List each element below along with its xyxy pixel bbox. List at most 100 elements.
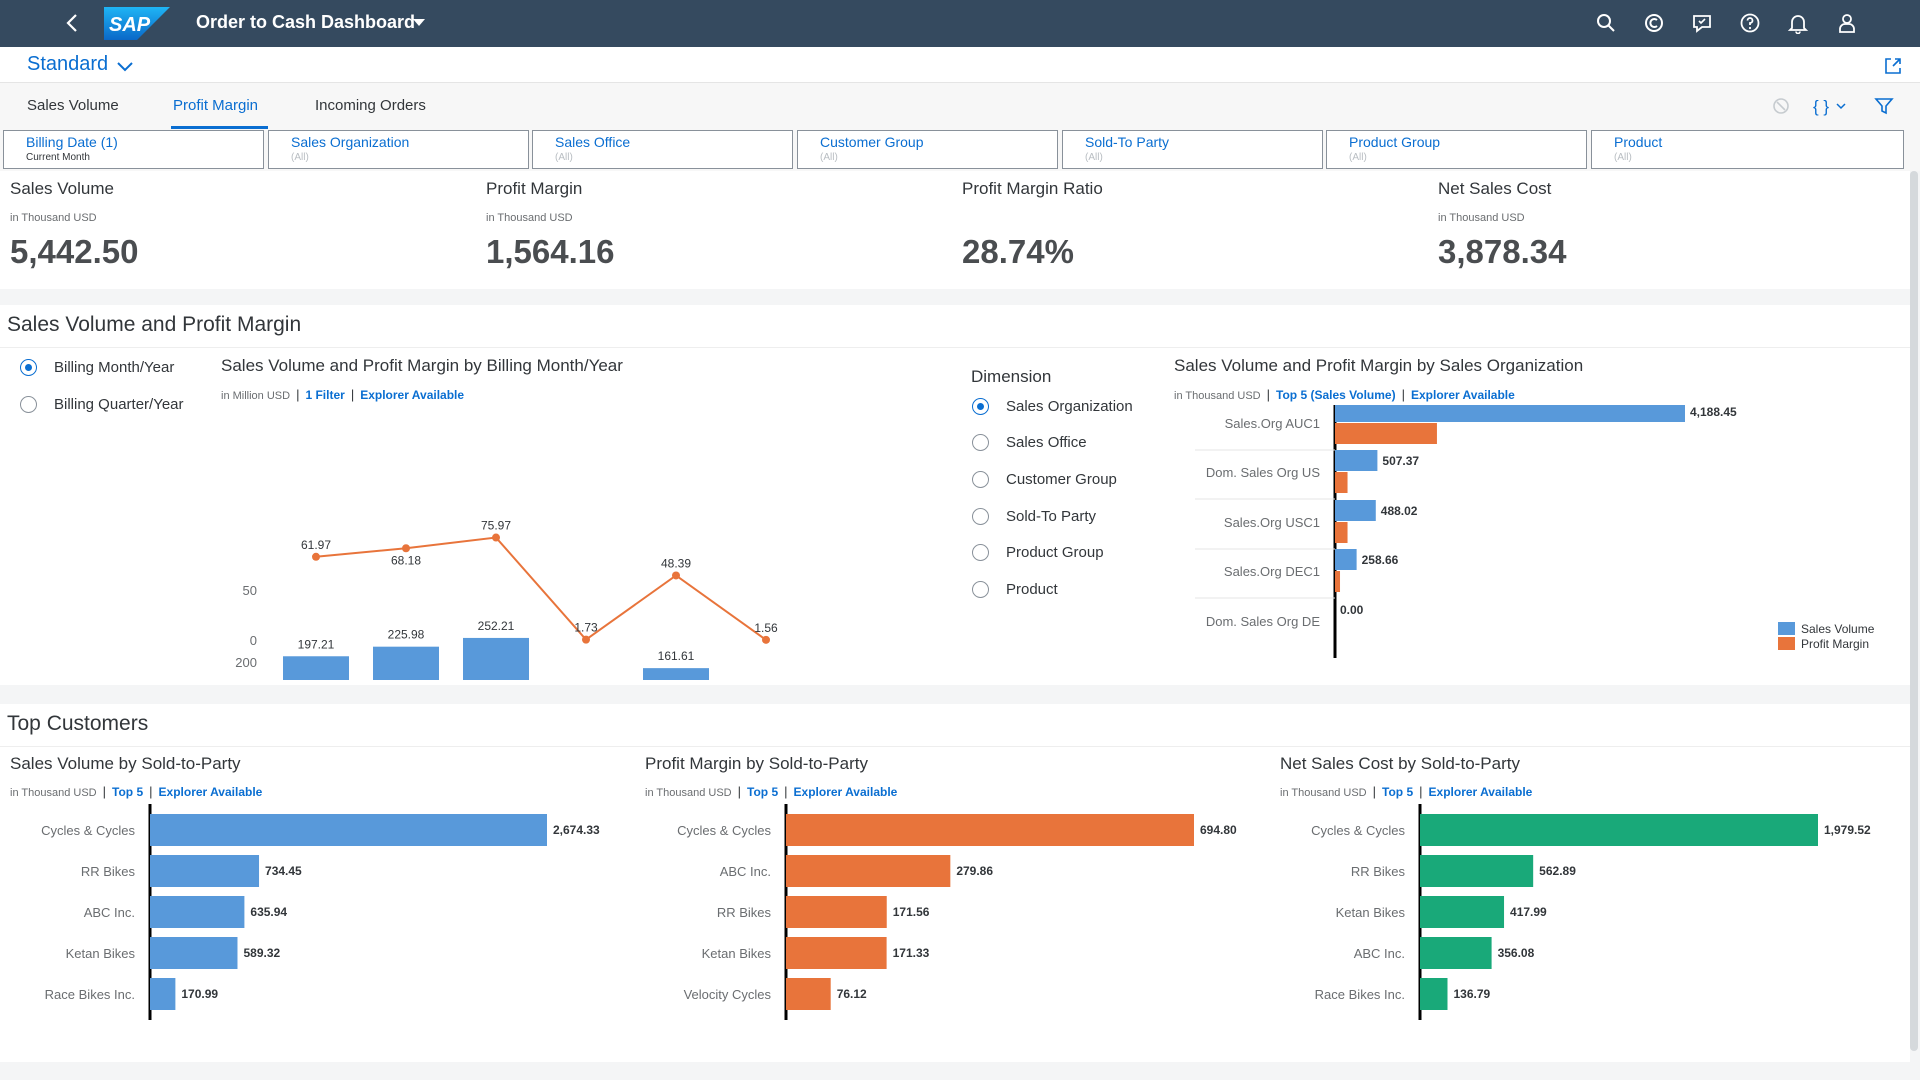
radio-button[interactable]: [972, 581, 989, 598]
filter-icon[interactable]: [1874, 96, 1894, 116]
radio-button[interactable]: [972, 544, 989, 561]
tab-profit-margin[interactable]: Profit Margin: [173, 97, 259, 114]
filter-product-group[interactable]: Product Group (All): [1326, 130, 1587, 169]
filter-customer-group[interactable]: Customer Group (All): [797, 130, 1058, 169]
unit-label: in Thousand USD: [645, 787, 732, 799]
y-tick-label: Cycles & Cycles: [677, 823, 771, 838]
filter-sales-organization[interactable]: Sales Organization (All): [268, 130, 529, 169]
variant-name[interactable]: Standard: [27, 53, 109, 75]
tab-sales-volume[interactable]: Sales Volume: [27, 97, 119, 114]
filter-sales-office[interactable]: Sales Office (All): [532, 130, 793, 169]
explorer-link[interactable]: Explorer Available: [793, 785, 898, 799]
title-dropdown-icon[interactable]: [413, 19, 425, 27]
bar-data-label: 562.89: [1539, 864, 1576, 878]
bar-data-label: 356.08: [1498, 946, 1535, 960]
top5-link[interactable]: Top 5: [112, 785, 144, 799]
chart-sales-volume-by-sold-to-party[interactable]: Cycles & Cycles 2,674.33 RR Bikes 734.45 ABC…: [0, 804, 630, 1059]
radio-billing-month-year[interactable]: Billing Month/Year: [20, 359, 174, 376]
explorer-link[interactable]: Explorer Available: [158, 785, 263, 799]
y-tick-label: Cycles & Cycles: [41, 823, 135, 838]
filter-value: (All): [820, 152, 838, 163]
radio-button[interactable]: [972, 398, 989, 415]
radio-button[interactable]: [972, 508, 989, 525]
kpi-unit: in Thousand USD: [1438, 212, 1525, 224]
bar-data-label: 161.61: [658, 649, 695, 663]
chart-title: Sales Volume and Profit Margin by Billin…: [221, 356, 623, 375]
tab-bar: Sales Volume Profit Margin Incoming Orde…: [0, 83, 1920, 129]
radio-label: Product: [1006, 581, 1058, 598]
radio-dim-sales-organization[interactable]: Sales Organization: [972, 398, 1133, 415]
y-tick-label: Ketan Bikes: [66, 946, 136, 961]
chart-profit-margin-by-sold-to-party[interactable]: Cycles & Cycles 694.80 ABC Inc. 279.86 RR Bi…: [635, 804, 1265, 1059]
top5-link[interactable]: Top 5: [1382, 785, 1414, 799]
radio-dim-product-group[interactable]: Product Group: [972, 544, 1104, 561]
vertical-scrollbar[interactable]: [1910, 171, 1918, 1051]
line-point-profit-margin: [582, 635, 590, 644]
top5-link[interactable]: Top 5 (Sales Volume): [1276, 388, 1396, 402]
bar: [1420, 978, 1448, 1010]
y-tick-label: Sales.Org DEC1: [1224, 564, 1320, 579]
radio-label: Billing Quarter/Year: [54, 396, 184, 413]
bar-data-label: 1,979.52: [1824, 823, 1871, 837]
radio-dim-customer-group[interactable]: Customer Group: [972, 471, 1117, 488]
filter-value: (All): [1085, 152, 1103, 163]
kpi-value: 3,878.34: [1438, 233, 1567, 270]
bar-axis-tick: 200: [235, 655, 257, 670]
search-icon[interactable]: [1595, 12, 1617, 34]
clear-filter-icon[interactable]: [1771, 96, 1791, 116]
filter-product[interactable]: Product (All): [1591, 130, 1904, 169]
radio-dim-sales-office[interactable]: Sales Office: [972, 434, 1087, 451]
separator: |: [1401, 387, 1405, 402]
top5-link[interactable]: Top 5: [747, 785, 779, 799]
y-tick-label: ABC Inc.: [720, 864, 771, 879]
chart-subtitle: in Thousand USD | Top 5 | Explorer Available: [1280, 784, 1532, 799]
filter-link[interactable]: 1 Filter: [305, 388, 345, 402]
chart-subtitle: in Thousand USD | Top 5 (Sales Volume) | Exp…: [1174, 387, 1515, 402]
explorer-link[interactable]: Explorer Available: [1428, 785, 1533, 799]
explorer-link[interactable]: Explorer Available: [360, 388, 465, 402]
legend-swatch-sales-volume: [1778, 622, 1795, 635]
tab-incoming-orders[interactable]: Incoming Orders: [315, 97, 426, 114]
copilot-icon[interactable]: [1643, 12, 1665, 34]
radio-button[interactable]: [972, 471, 989, 488]
separator: |: [350, 387, 355, 402]
section-title: Top Customers: [7, 712, 149, 735]
unit-label: in Million USD: [221, 390, 291, 402]
radio-button[interactable]: [20, 359, 37, 376]
bar-data-label: 2,674.33: [553, 823, 600, 837]
share-icon[interactable]: [1883, 56, 1903, 76]
bar: [786, 855, 951, 887]
bar-sales-volume: [283, 656, 349, 680]
chart-net-sales-cost-by-sold-to-party[interactable]: Cycles & Cycles 1,979.52 RR Bikes 562.89 Ket…: [1270, 804, 1906, 1059]
radio-dim-sold-to-party[interactable]: Sold-To Party: [972, 508, 1096, 525]
logo-text: SAP: [109, 14, 151, 36]
chart-monthly[interactable]: 5002000197.21MAY 2020225.98JUN 2020252.2…: [221, 405, 781, 680]
notification-bell-icon[interactable]: [1787, 12, 1809, 34]
radio-dim-product[interactable]: Product: [972, 581, 1058, 598]
chart-sales-organization[interactable]: Sales.Org AUC1 4,188.45 Dom. Sales Org US 5…: [1174, 405, 1904, 680]
user-profile-icon[interactable]: [1836, 12, 1858, 34]
filter-billing-date[interactable]: Billing Date (1) Current Month: [3, 130, 264, 169]
help-icon[interactable]: [1739, 12, 1761, 34]
y-tick-label: Sales.Org AUC1: [1225, 416, 1320, 431]
line-axis-tick: 50: [243, 583, 257, 598]
radio-billing-quarter-year[interactable]: Billing Quarter/Year: [20, 396, 184, 413]
filter-value: (All): [1349, 152, 1367, 163]
filter-sold-to-party[interactable]: Sold-To Party (All): [1062, 130, 1323, 169]
radio-button[interactable]: [20, 396, 37, 413]
kpi-title: Profit Margin Ratio: [962, 179, 1103, 198]
back-icon[interactable]: [62, 12, 84, 34]
bar-data-label: 197.21: [298, 637, 335, 651]
bar-sales-volume: [1335, 405, 1685, 422]
app-title[interactable]: Order to Cash Dashboard: [196, 12, 416, 32]
radio-button[interactable]: [972, 434, 989, 451]
chevron-down-icon[interactable]: [116, 61, 134, 73]
shell-bar: SAP Order to Cash Dashboard: [0, 0, 1920, 47]
bar-data-label: 136.79: [1454, 987, 1491, 1001]
explorer-link[interactable]: Explorer Available: [1410, 388, 1515, 402]
y-tick-label: ABC Inc.: [1354, 946, 1405, 961]
feedback-icon[interactable]: [1691, 12, 1713, 34]
line-point-profit-margin: [492, 533, 500, 542]
variables-menu-icon[interactable]: { }: [1811, 96, 1847, 116]
sap-logo[interactable]: SAP: [104, 7, 170, 40]
